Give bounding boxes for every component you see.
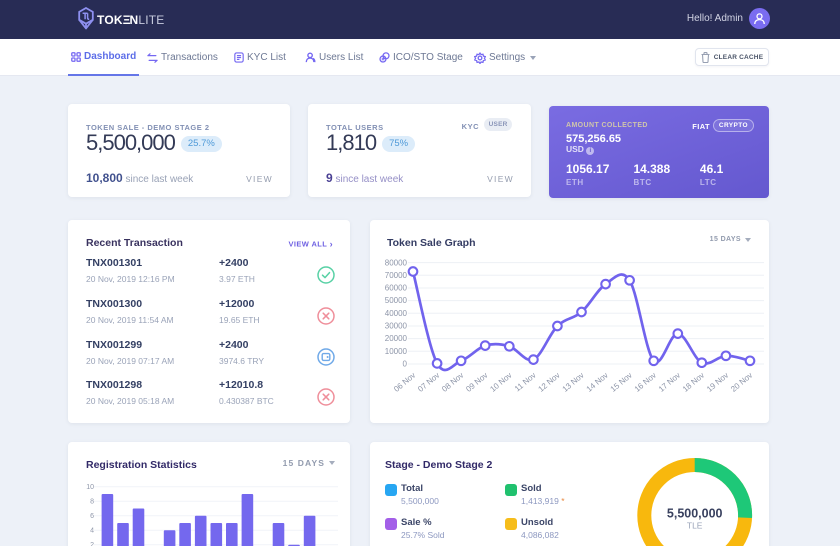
- svg-text:2: 2: [90, 542, 94, 546]
- svg-text:70000: 70000: [385, 271, 408, 280]
- svg-text:14 Nov: 14 Nov: [585, 371, 610, 394]
- svg-text:07 Nov: 07 Nov: [416, 371, 441, 394]
- svg-text:06 Nov: 06 Nov: [392, 371, 417, 394]
- svg-text:17 Nov: 17 Nov: [657, 371, 682, 394]
- svg-text:8: 8: [90, 499, 94, 506]
- svg-text:16 Nov: 16 Nov: [633, 371, 658, 394]
- svg-text:0: 0: [403, 360, 408, 369]
- svg-text:12 Nov: 12 Nov: [536, 371, 561, 394]
- svg-text:10: 10: [86, 484, 94, 491]
- svg-text:10000: 10000: [385, 347, 408, 356]
- svg-text:10 Nov: 10 Nov: [488, 371, 513, 394]
- svg-text:11 Nov: 11 Nov: [513, 371, 538, 394]
- svg-text:5,500,000: 5,500,000: [667, 507, 723, 521]
- svg-text:20000: 20000: [385, 334, 408, 343]
- svg-text:60000: 60000: [385, 284, 408, 293]
- svg-text:6: 6: [90, 513, 94, 520]
- svg-text:13 Nov: 13 Nov: [561, 371, 586, 394]
- svg-text:30000: 30000: [385, 322, 408, 331]
- svg-text:09 Nov: 09 Nov: [464, 371, 489, 394]
- svg-text:4: 4: [90, 528, 94, 535]
- svg-text:08 Nov: 08 Nov: [440, 371, 465, 394]
- svg-text:40000: 40000: [385, 309, 408, 318]
- svg-text:20 Nov: 20 Nov: [729, 371, 754, 394]
- svg-text:19 Nov: 19 Nov: [705, 371, 730, 394]
- svg-text:50000: 50000: [385, 296, 408, 305]
- svg-text:80000: 80000: [385, 258, 408, 267]
- svg-text:15 Nov: 15 Nov: [609, 371, 634, 394]
- svg-text:TLE: TLE: [687, 521, 703, 531]
- svg-text:18 Nov: 18 Nov: [681, 371, 706, 394]
